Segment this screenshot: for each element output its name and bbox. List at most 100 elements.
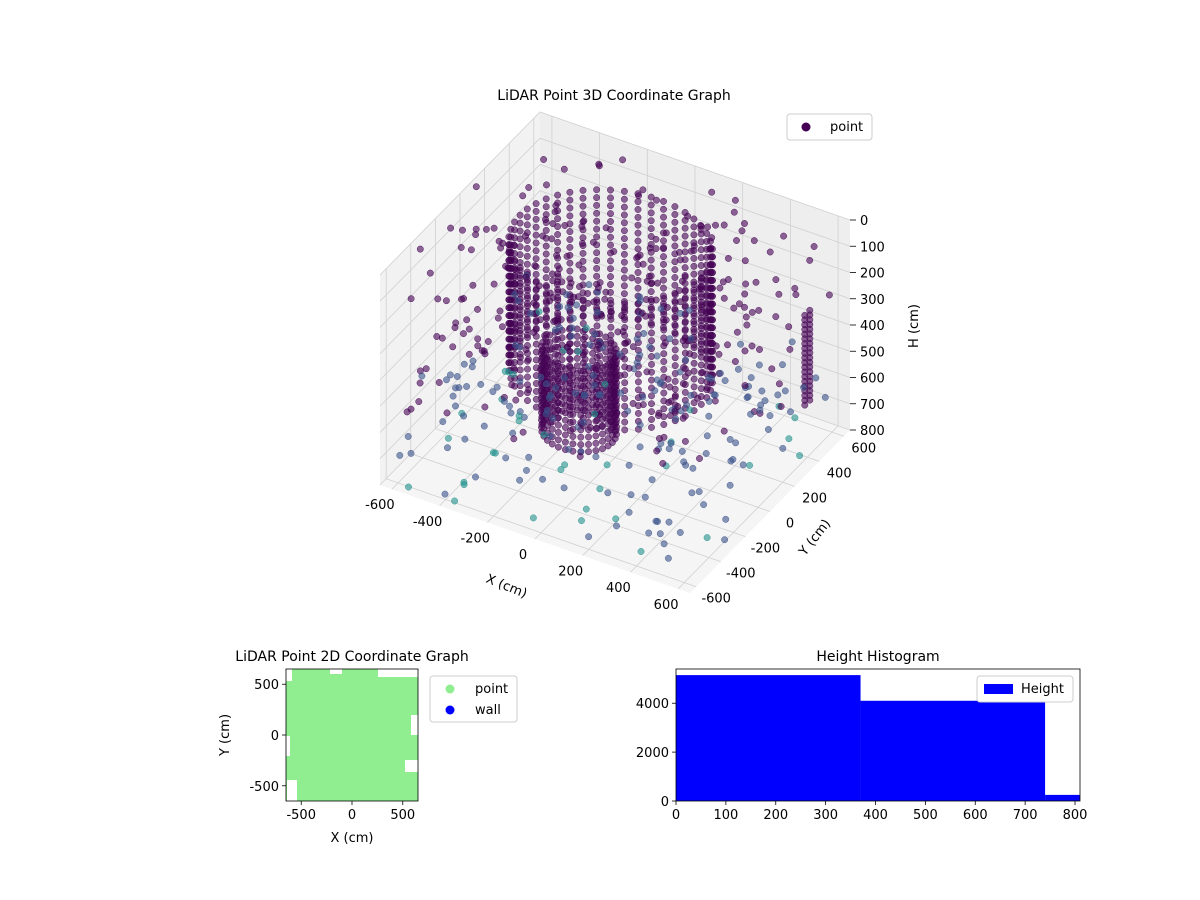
chart-3d-point bbox=[661, 339, 669, 347]
chart-3d-point bbox=[690, 254, 698, 262]
chart-3d-point bbox=[780, 232, 788, 240]
chart-3d-point bbox=[593, 272, 601, 280]
chart-3d-point bbox=[579, 418, 587, 426]
chart-3d-point bbox=[598, 422, 606, 430]
chart-3d-point bbox=[552, 402, 559, 410]
chart-3d-point bbox=[516, 306, 524, 314]
chart-3d-point bbox=[645, 272, 653, 280]
chart-3d-point bbox=[507, 320, 514, 327]
chart-3d-point bbox=[720, 221, 728, 229]
chart-3d-point bbox=[607, 241, 614, 249]
chart-3d-point bbox=[592, 417, 600, 425]
chart-3d-point bbox=[607, 210, 614, 218]
chart-3d-point bbox=[463, 316, 471, 324]
chart-3d-point bbox=[747, 410, 755, 418]
chart-3d-point bbox=[490, 224, 498, 232]
chart-3d-point bbox=[634, 198, 642, 206]
chart-3d-point bbox=[792, 291, 800, 299]
chart-3d-point bbox=[607, 265, 614, 273]
chart-3d-point bbox=[542, 305, 550, 313]
chart-3d-point bbox=[696, 455, 703, 462]
chart-hist-xtick-label: 100 bbox=[713, 808, 738, 823]
chart-3d-point bbox=[666, 412, 674, 420]
chart-3d-point bbox=[593, 217, 601, 225]
chart-3d-point bbox=[573, 354, 581, 362]
chart-3d-point bbox=[620, 298, 628, 306]
chart-3d-point bbox=[640, 330, 648, 337]
chart-3d-legend: point bbox=[786, 113, 873, 141]
chart-3d-point bbox=[682, 356, 690, 364]
chart-3d-point bbox=[566, 369, 573, 377]
chart-3d-point bbox=[523, 213, 531, 221]
chart-3d-point bbox=[648, 360, 655, 368]
chart-3d-point bbox=[620, 282, 628, 290]
chart-3d-ztick-label: 600 bbox=[860, 372, 885, 387]
chart-3d-point bbox=[566, 259, 574, 267]
chart-3d-point bbox=[460, 330, 467, 338]
chart-3d-point bbox=[548, 425, 556, 433]
chart-3d-point bbox=[573, 332, 581, 340]
chart-3d-point bbox=[455, 384, 463, 392]
chart-2d-xtick-label: 0 bbox=[348, 808, 356, 823]
chart-3d-point bbox=[634, 269, 642, 276]
chart-3d-point bbox=[482, 225, 490, 233]
chart-3d-point bbox=[532, 239, 540, 247]
chart-3d-point bbox=[775, 380, 783, 388]
chart-3d-point bbox=[806, 256, 814, 264]
chart-3d-point bbox=[690, 325, 698, 333]
chart-3d-point bbox=[584, 290, 592, 297]
chart-3d-point bbox=[676, 298, 684, 306]
chart-3d-point bbox=[646, 343, 654, 351]
chart-3d-point bbox=[625, 508, 633, 516]
chart-3d-point bbox=[426, 269, 434, 277]
chart-3d-point bbox=[634, 323, 642, 331]
chart-3d-point bbox=[660, 205, 667, 213]
chart-3d-point bbox=[620, 290, 628, 298]
chart-3d-point bbox=[719, 278, 727, 286]
chart-3d-point bbox=[715, 350, 723, 358]
chart-3d-point bbox=[563, 343, 571, 351]
chart-3d-point bbox=[697, 325, 705, 332]
chart-3d-point bbox=[576, 453, 584, 460]
chart-3d-point bbox=[607, 373, 615, 381]
chart-3d-point bbox=[628, 274, 636, 282]
chart-3d-point bbox=[593, 209, 601, 217]
chart-3d-point bbox=[590, 298, 598, 306]
chart-3d-point bbox=[690, 242, 698, 250]
chart-2d-point-fill bbox=[286, 669, 418, 801]
chart-3d-point bbox=[566, 212, 574, 220]
chart-3d-point bbox=[593, 249, 601, 257]
chart-3d-point bbox=[648, 416, 655, 423]
chart-3d-point bbox=[727, 457, 735, 465]
chart-3d-point bbox=[585, 281, 593, 289]
chart-3d-point bbox=[558, 363, 566, 371]
chart-3d-point bbox=[590, 381, 598, 389]
chart-3d-point bbox=[556, 303, 564, 311]
chart-3d-point bbox=[581, 355, 589, 363]
chart-3d-point bbox=[502, 262, 510, 270]
chart-3d-point bbox=[441, 490, 449, 498]
chart-3d-point bbox=[785, 435, 793, 443]
chart-2d-ytick-label: 0 bbox=[271, 729, 279, 744]
chart-hist-legend-swatch bbox=[984, 684, 1013, 694]
chart-3d-point bbox=[516, 227, 524, 235]
chart-3d-point bbox=[593, 264, 601, 272]
chart-3d-point bbox=[460, 478, 468, 486]
chart-3d-point bbox=[589, 401, 597, 409]
chart-3d-point bbox=[490, 280, 498, 288]
chart-3d-point bbox=[532, 231, 540, 239]
chart-3d-point bbox=[554, 428, 562, 436]
chart-3d-point bbox=[593, 201, 601, 209]
chart-3d-grid-z bbox=[379, 216, 851, 381]
chart-3d-point bbox=[678, 447, 686, 455]
chart-3d-point bbox=[542, 321, 550, 329]
chart-3d-point bbox=[595, 391, 603, 399]
chart-3d-point bbox=[604, 427, 612, 435]
chart-3d-point bbox=[647, 288, 655, 296]
chart-3d-point bbox=[585, 440, 592, 448]
chart-3d-point bbox=[558, 393, 566, 400]
chart-3d-point bbox=[449, 343, 457, 351]
chart-2d-ytick-label: 500 bbox=[254, 678, 279, 693]
chart-3d-point bbox=[579, 273, 587, 281]
chart-3d-point bbox=[579, 202, 587, 210]
